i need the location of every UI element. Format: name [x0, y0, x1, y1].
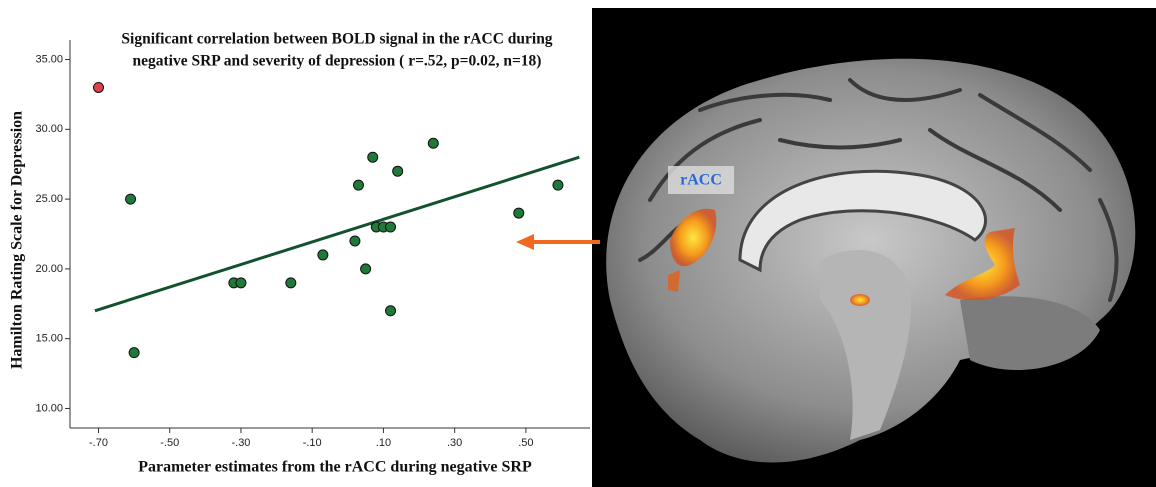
point — [350, 236, 360, 246]
y-tick-label: 35.00 — [35, 53, 63, 65]
point — [368, 152, 378, 162]
fit-line — [95, 157, 579, 311]
y-axis-label: Hamilton Rating Scale for Depression — [9, 111, 26, 369]
point — [93, 82, 103, 92]
point — [386, 222, 396, 232]
point — [126, 194, 136, 204]
point — [393, 166, 403, 176]
point — [361, 264, 371, 274]
x-tick-label: .30 — [447, 437, 462, 449]
x-axis-label: Parameter estimates from the rACC during… — [138, 459, 532, 476]
point — [514, 208, 524, 218]
page: rACC Significant correlation between BOL… — [0, 0, 1156, 487]
x-tick-label: -.30 — [231, 437, 250, 449]
x-tick-label: .10 — [376, 437, 391, 449]
point — [428, 138, 438, 148]
x-tick-label: -.10 — [303, 437, 322, 449]
point — [286, 278, 296, 288]
y-tick-label: 15.00 — [35, 333, 63, 345]
chart-title: Significant correlation between BOLD sig… — [121, 31, 552, 48]
image-label: rACC — [680, 172, 722, 189]
point — [236, 278, 246, 288]
figure: rACC Significant correlation between BOL… — [0, 0, 1156, 487]
point — [318, 250, 328, 260]
y-tick-label: 20.00 — [35, 263, 63, 275]
point — [553, 180, 563, 190]
x-tick-label: .50 — [518, 437, 533, 449]
y-tick-label: 30.00 — [35, 123, 63, 135]
chart-title: negative SRP and severity of depression … — [133, 53, 542, 70]
y-tick-label: 25.00 — [35, 193, 63, 205]
point — [353, 180, 363, 190]
point — [129, 348, 139, 358]
y-tick-label: 10.00 — [35, 402, 63, 414]
brain-image: rACC — [516, 8, 1156, 487]
x-tick-label: -.50 — [160, 437, 179, 449]
x-tick-label: -.70 — [89, 437, 108, 449]
point — [386, 306, 396, 316]
